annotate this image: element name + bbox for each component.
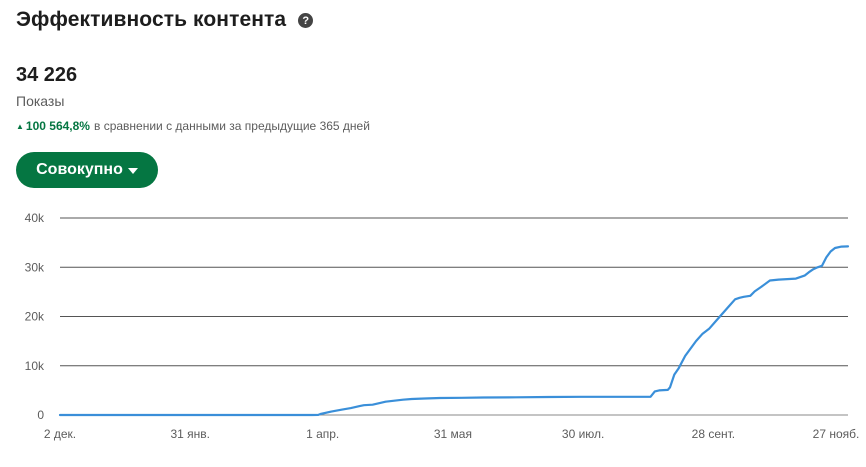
change-summary: ▲ 100 564,8% в сравнении с данными за пр… [16, 119, 370, 133]
series-line [58, 245, 850, 417]
impressions-label: Показы [16, 93, 65, 109]
x-tick-label: 31 янв. [170, 427, 210, 441]
x-tick-label: 30 июл. [562, 427, 604, 441]
impressions-value: 34 226 [16, 64, 78, 86]
x-tick-label: 27 нояб. [813, 427, 860, 441]
aggregation-dropdown[interactable]: Совокупно [16, 152, 158, 188]
x-tick-label: 28 сент. [692, 427, 735, 441]
x-tick-label: 1 апр. [306, 427, 339, 441]
trend-up-icon: ▲ [16, 121, 24, 131]
aggregation-dropdown-label: Совокупно [36, 161, 123, 178]
impressions-chart: 0 10k 20k 30k 40k 2 дек. 31 янв. 1 апр. 31 мая 3… [25, 211, 860, 441]
header: Эффективность контента ? [16, 8, 314, 32]
page-title: Эффективность контента [16, 8, 287, 31]
change-percent: 100 564,8% [25, 119, 90, 133]
caret-down-icon [127, 168, 138, 174]
x-tick-label: 31 мая [434, 427, 472, 441]
y-tick-label: 0 [37, 408, 44, 422]
x-tick-label: 2 дек. [44, 427, 76, 441]
y-tick-label: 20k [25, 310, 45, 324]
help-icon[interactable]: ? [298, 13, 314, 28]
y-tick-label: 40k [25, 211, 45, 225]
y-tick-label: 30k [25, 260, 45, 274]
y-tick-label: 10k [25, 359, 45, 373]
change-description: в сравнении с данными за предыдущие 365 … [93, 119, 370, 133]
